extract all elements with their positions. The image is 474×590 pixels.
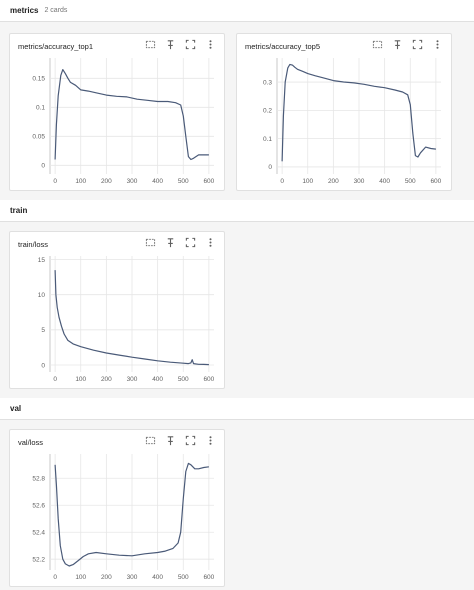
x-tick-label: 100 — [302, 178, 313, 185]
x-tick-label: 0 — [280, 178, 284, 185]
series-line[interactable] — [54, 462, 209, 567]
fullscreen-icon[interactable] — [185, 435, 196, 446]
y-tick-label: 15 — [38, 257, 46, 264]
card-title: val/loss — [18, 438, 44, 447]
y-tick-label: 0 — [268, 164, 272, 171]
x-tick-label: 300 — [127, 574, 138, 581]
x-tick-label: 600 — [430, 178, 441, 185]
section-card-count: 2 cards — [44, 7, 68, 14]
series-line[interactable] — [54, 69, 209, 161]
line-chart[interactable]: 0 100 200 300 400 500 600 52.2 52.4 52.6 52.8 — [10, 430, 226, 588]
line-chart[interactable]: 0 100 200 300 400 500 600 0 0.1 0.2 0.3 — [237, 34, 453, 192]
line-chart[interactable]: 0 100 200 300 400 500 600 0 0.05 0.1 0.15 — [10, 34, 226, 192]
x-tick-label: 200 — [101, 178, 112, 185]
expand-icon[interactable] — [372, 39, 383, 50]
x-tick-label: 0 — [53, 376, 57, 383]
y-tick-label: 10 — [38, 292, 46, 299]
x-tick-label: 300 — [354, 178, 365, 185]
chart-card-accuracy-top1: metrics/accuracy_top1 0 100 200 300 400 500 60… — [9, 33, 225, 191]
y-tick-label: 52.6 — [32, 503, 45, 510]
pin-icon[interactable] — [165, 39, 176, 50]
x-tick-label: 500 — [178, 574, 189, 581]
x-tick-label: 200 — [101, 574, 112, 581]
x-tick-label: 400 — [152, 376, 163, 383]
card-title: train/loss — [18, 240, 49, 249]
y-tick-label: 0.1 — [36, 105, 45, 112]
y-tick-label: 52.4 — [32, 530, 45, 537]
x-tick-label: 600 — [203, 574, 214, 581]
series-line[interactable] — [54, 270, 209, 366]
section-header-metrics[interactable]: metrics 2 cards — [0, 0, 474, 22]
section-title: train — [10, 206, 28, 215]
x-tick-label: 300 — [127, 376, 138, 383]
expand-icon[interactable] — [145, 39, 156, 50]
card-title: metrics/accuracy_top1 — [18, 42, 94, 51]
more-vert-icon[interactable] — [205, 435, 216, 446]
more-vert-icon[interactable] — [432, 39, 443, 50]
section-header-val[interactable]: val — [0, 398, 474, 420]
section-header-train[interactable]: train — [0, 200, 474, 222]
more-vert-icon[interactable] — [205, 39, 216, 50]
card-title: metrics/accuracy_top5 — [245, 42, 321, 51]
x-tick-label: 400 — [152, 178, 163, 185]
x-tick-label: 500 — [405, 178, 416, 185]
x-tick-label: 100 — [75, 376, 86, 383]
fullscreen-icon[interactable] — [185, 237, 196, 248]
fullscreen-icon[interactable] — [412, 39, 423, 50]
chart-card-train-loss: train/loss 0 100 200 300 400 500 600 0 5 10 15 — [9, 231, 225, 389]
more-vert-icon[interactable] — [205, 237, 216, 248]
expand-icon[interactable] — [145, 237, 156, 248]
x-tick-label: 200 — [101, 376, 112, 383]
series-line[interactable] — [281, 63, 436, 162]
x-tick-label: 200 — [328, 178, 339, 185]
x-tick-label: 500 — [178, 178, 189, 185]
y-tick-label: 0 — [41, 362, 45, 369]
section-title: val — [10, 404, 22, 413]
section-title: metrics — [10, 6, 39, 15]
fullscreen-icon[interactable] — [185, 39, 196, 50]
x-tick-label: 400 — [152, 574, 163, 581]
pin-icon[interactable] — [165, 435, 176, 446]
y-tick-label: 0.15 — [32, 76, 45, 83]
x-tick-label: 100 — [75, 574, 86, 581]
x-tick-label: 100 — [75, 178, 86, 185]
y-tick-label: 5 — [41, 327, 45, 334]
y-tick-label: 0.2 — [263, 108, 272, 115]
chart-card-val-loss: val/loss 0 100 200 300 400 500 600 52.2 52.4 52.6… — [9, 429, 225, 587]
pin-icon[interactable] — [165, 237, 176, 248]
y-tick-label: 52.2 — [32, 557, 45, 564]
x-tick-label: 0 — [53, 574, 57, 581]
y-tick-label: 0 — [41, 163, 45, 170]
x-tick-label: 400 — [379, 178, 390, 185]
y-tick-label: 0.3 — [263, 79, 272, 86]
x-tick-label: 600 — [203, 376, 214, 383]
chart-card-accuracy-top5: metrics/accuracy_top5 0 100 200 300 400 500 60… — [236, 33, 452, 191]
x-tick-label: 600 — [203, 178, 214, 185]
x-tick-label: 500 — [178, 376, 189, 383]
expand-icon[interactable] — [145, 435, 156, 446]
y-tick-label: 52.8 — [32, 476, 45, 483]
x-tick-label: 300 — [127, 178, 138, 185]
y-tick-label: 0.05 — [32, 134, 45, 141]
y-tick-label: 0.1 — [263, 136, 272, 143]
x-tick-label: 0 — [53, 178, 57, 185]
pin-icon[interactable] — [392, 39, 403, 50]
line-chart[interactable]: 0 100 200 300 400 500 600 0 5 10 15 — [10, 232, 226, 390]
